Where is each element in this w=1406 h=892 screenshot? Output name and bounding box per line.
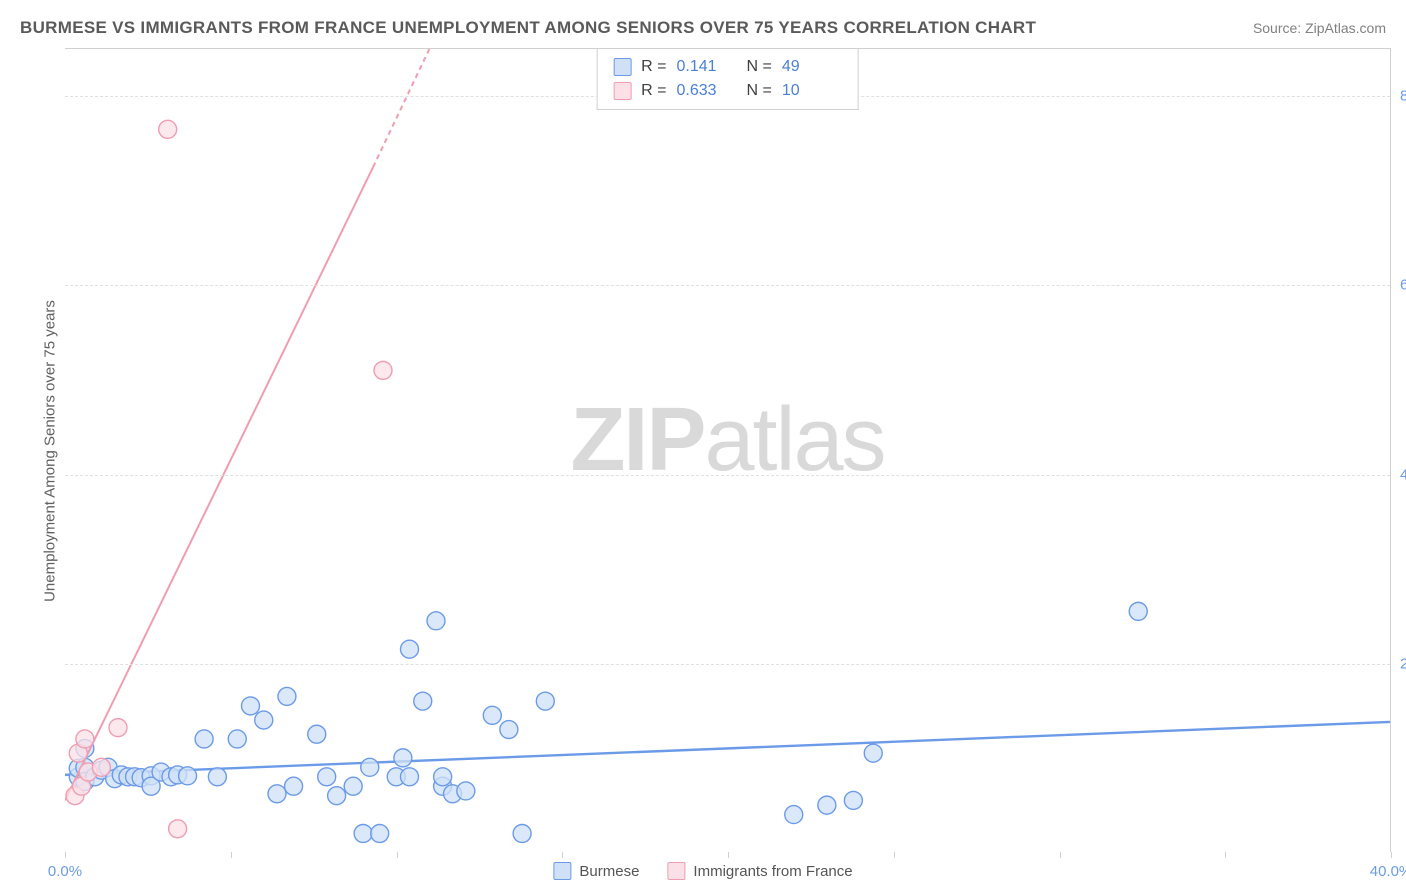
data-point <box>536 692 554 710</box>
legend-swatch <box>613 58 631 76</box>
legend-top: R = 0.141 N = 49 R = 0.633 N = 10 <box>596 49 859 110</box>
data-point <box>401 640 419 658</box>
data-point <box>318 768 336 786</box>
x-tick <box>562 852 563 858</box>
y-tick-label: 80.0% <box>1394 88 1406 105</box>
data-point <box>328 787 346 805</box>
chart-header: BURMESE VS IMMIGRANTS FROM FRANCE UNEMPL… <box>20 18 1386 38</box>
data-point <box>844 791 862 809</box>
legend-label: Burmese <box>579 863 639 880</box>
data-point <box>374 361 392 379</box>
n-value: 10 <box>782 79 842 103</box>
n-prefix: N = <box>747 79 772 103</box>
chart-container: Unemployment Among Seniors over 75 years… <box>65 48 1391 852</box>
legend-swatch <box>667 862 685 880</box>
y-tick-label: 40.0% <box>1394 466 1406 483</box>
x-tick-label: 40.0% <box>1370 863 1406 880</box>
r-prefix: R = <box>641 55 666 79</box>
data-point <box>344 777 362 795</box>
data-point <box>500 721 518 739</box>
y-axis-label: Unemployment Among Seniors over 75 years <box>42 300 59 602</box>
r-value: 0.633 <box>677 79 737 103</box>
legend-bottom-item: Burmese <box>553 862 639 880</box>
data-point <box>414 692 432 710</box>
data-point <box>513 824 531 842</box>
gridline-h <box>65 475 1390 476</box>
data-point <box>76 730 94 748</box>
gridline-h <box>65 664 1390 665</box>
x-tick <box>1060 852 1061 858</box>
data-point <box>1129 602 1147 620</box>
trend-line <box>65 722 1390 775</box>
data-point <box>401 768 419 786</box>
x-tick <box>1225 852 1226 858</box>
data-point <box>92 758 110 776</box>
legend-label: Immigrants from France <box>693 863 852 880</box>
data-point <box>371 824 389 842</box>
data-point <box>242 697 260 715</box>
data-point <box>394 749 412 767</box>
plot-svg <box>65 49 1390 852</box>
x-tick <box>728 852 729 858</box>
y-tick-label: 20.0% <box>1394 655 1406 672</box>
trend-line-dashed <box>373 49 429 167</box>
chart-title: BURMESE VS IMMIGRANTS FROM FRANCE UNEMPL… <box>20 18 1036 38</box>
source-label: Source: ZipAtlas.com <box>1253 20 1386 36</box>
data-point <box>818 796 836 814</box>
x-tick <box>894 852 895 858</box>
r-prefix: R = <box>641 79 666 103</box>
data-point <box>434 768 452 786</box>
data-point <box>427 612 445 630</box>
x-tick <box>397 852 398 858</box>
legend-bottom: Burmese Immigrants from France <box>553 862 852 880</box>
data-point <box>169 820 187 838</box>
legend-top-row: R = 0.141 N = 49 <box>613 55 842 79</box>
r-value: 0.141 <box>677 55 737 79</box>
data-point <box>159 120 177 138</box>
data-point <box>208 768 226 786</box>
n-value: 49 <box>782 55 842 79</box>
data-point <box>255 711 273 729</box>
legend-bottom-item: Immigrants from France <box>667 862 852 880</box>
x-tick-label: 0.0% <box>48 863 82 880</box>
data-point <box>457 782 475 800</box>
x-tick <box>1391 852 1392 858</box>
data-point <box>278 687 296 705</box>
data-point <box>308 725 326 743</box>
data-point <box>864 744 882 762</box>
legend-swatch <box>613 82 631 100</box>
data-point <box>785 806 803 824</box>
gridline-h <box>65 285 1390 286</box>
legend-top-row: R = 0.633 N = 10 <box>613 79 842 103</box>
data-point <box>195 730 213 748</box>
data-point <box>179 767 197 785</box>
x-tick <box>65 852 66 858</box>
y-tick-label: 60.0% <box>1394 277 1406 294</box>
data-point <box>361 758 379 776</box>
data-point <box>483 706 501 724</box>
data-point <box>109 719 127 737</box>
data-point <box>354 824 372 842</box>
x-tick <box>231 852 232 858</box>
data-point <box>285 777 303 795</box>
trend-line <box>65 167 373 800</box>
n-prefix: N = <box>747 55 772 79</box>
data-point <box>268 785 286 803</box>
data-point <box>228 730 246 748</box>
legend-swatch <box>553 862 571 880</box>
